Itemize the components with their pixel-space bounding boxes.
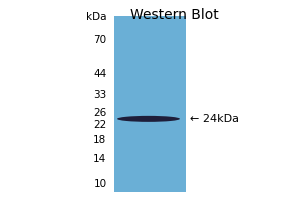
Text: 44: 44: [93, 69, 106, 79]
Text: 33: 33: [93, 90, 106, 100]
Text: Western Blot: Western Blot: [130, 8, 218, 22]
Text: 10: 10: [93, 179, 106, 189]
Text: 26: 26: [93, 108, 106, 118]
Text: kDa: kDa: [86, 12, 106, 22]
Text: 22: 22: [93, 120, 106, 130]
Text: ← 24kDa: ← 24kDa: [190, 114, 239, 124]
Text: 18: 18: [93, 135, 106, 145]
Text: 14: 14: [93, 154, 106, 164]
Text: 70: 70: [93, 35, 106, 45]
Ellipse shape: [117, 116, 180, 122]
Bar: [114, 16, 186, 192]
